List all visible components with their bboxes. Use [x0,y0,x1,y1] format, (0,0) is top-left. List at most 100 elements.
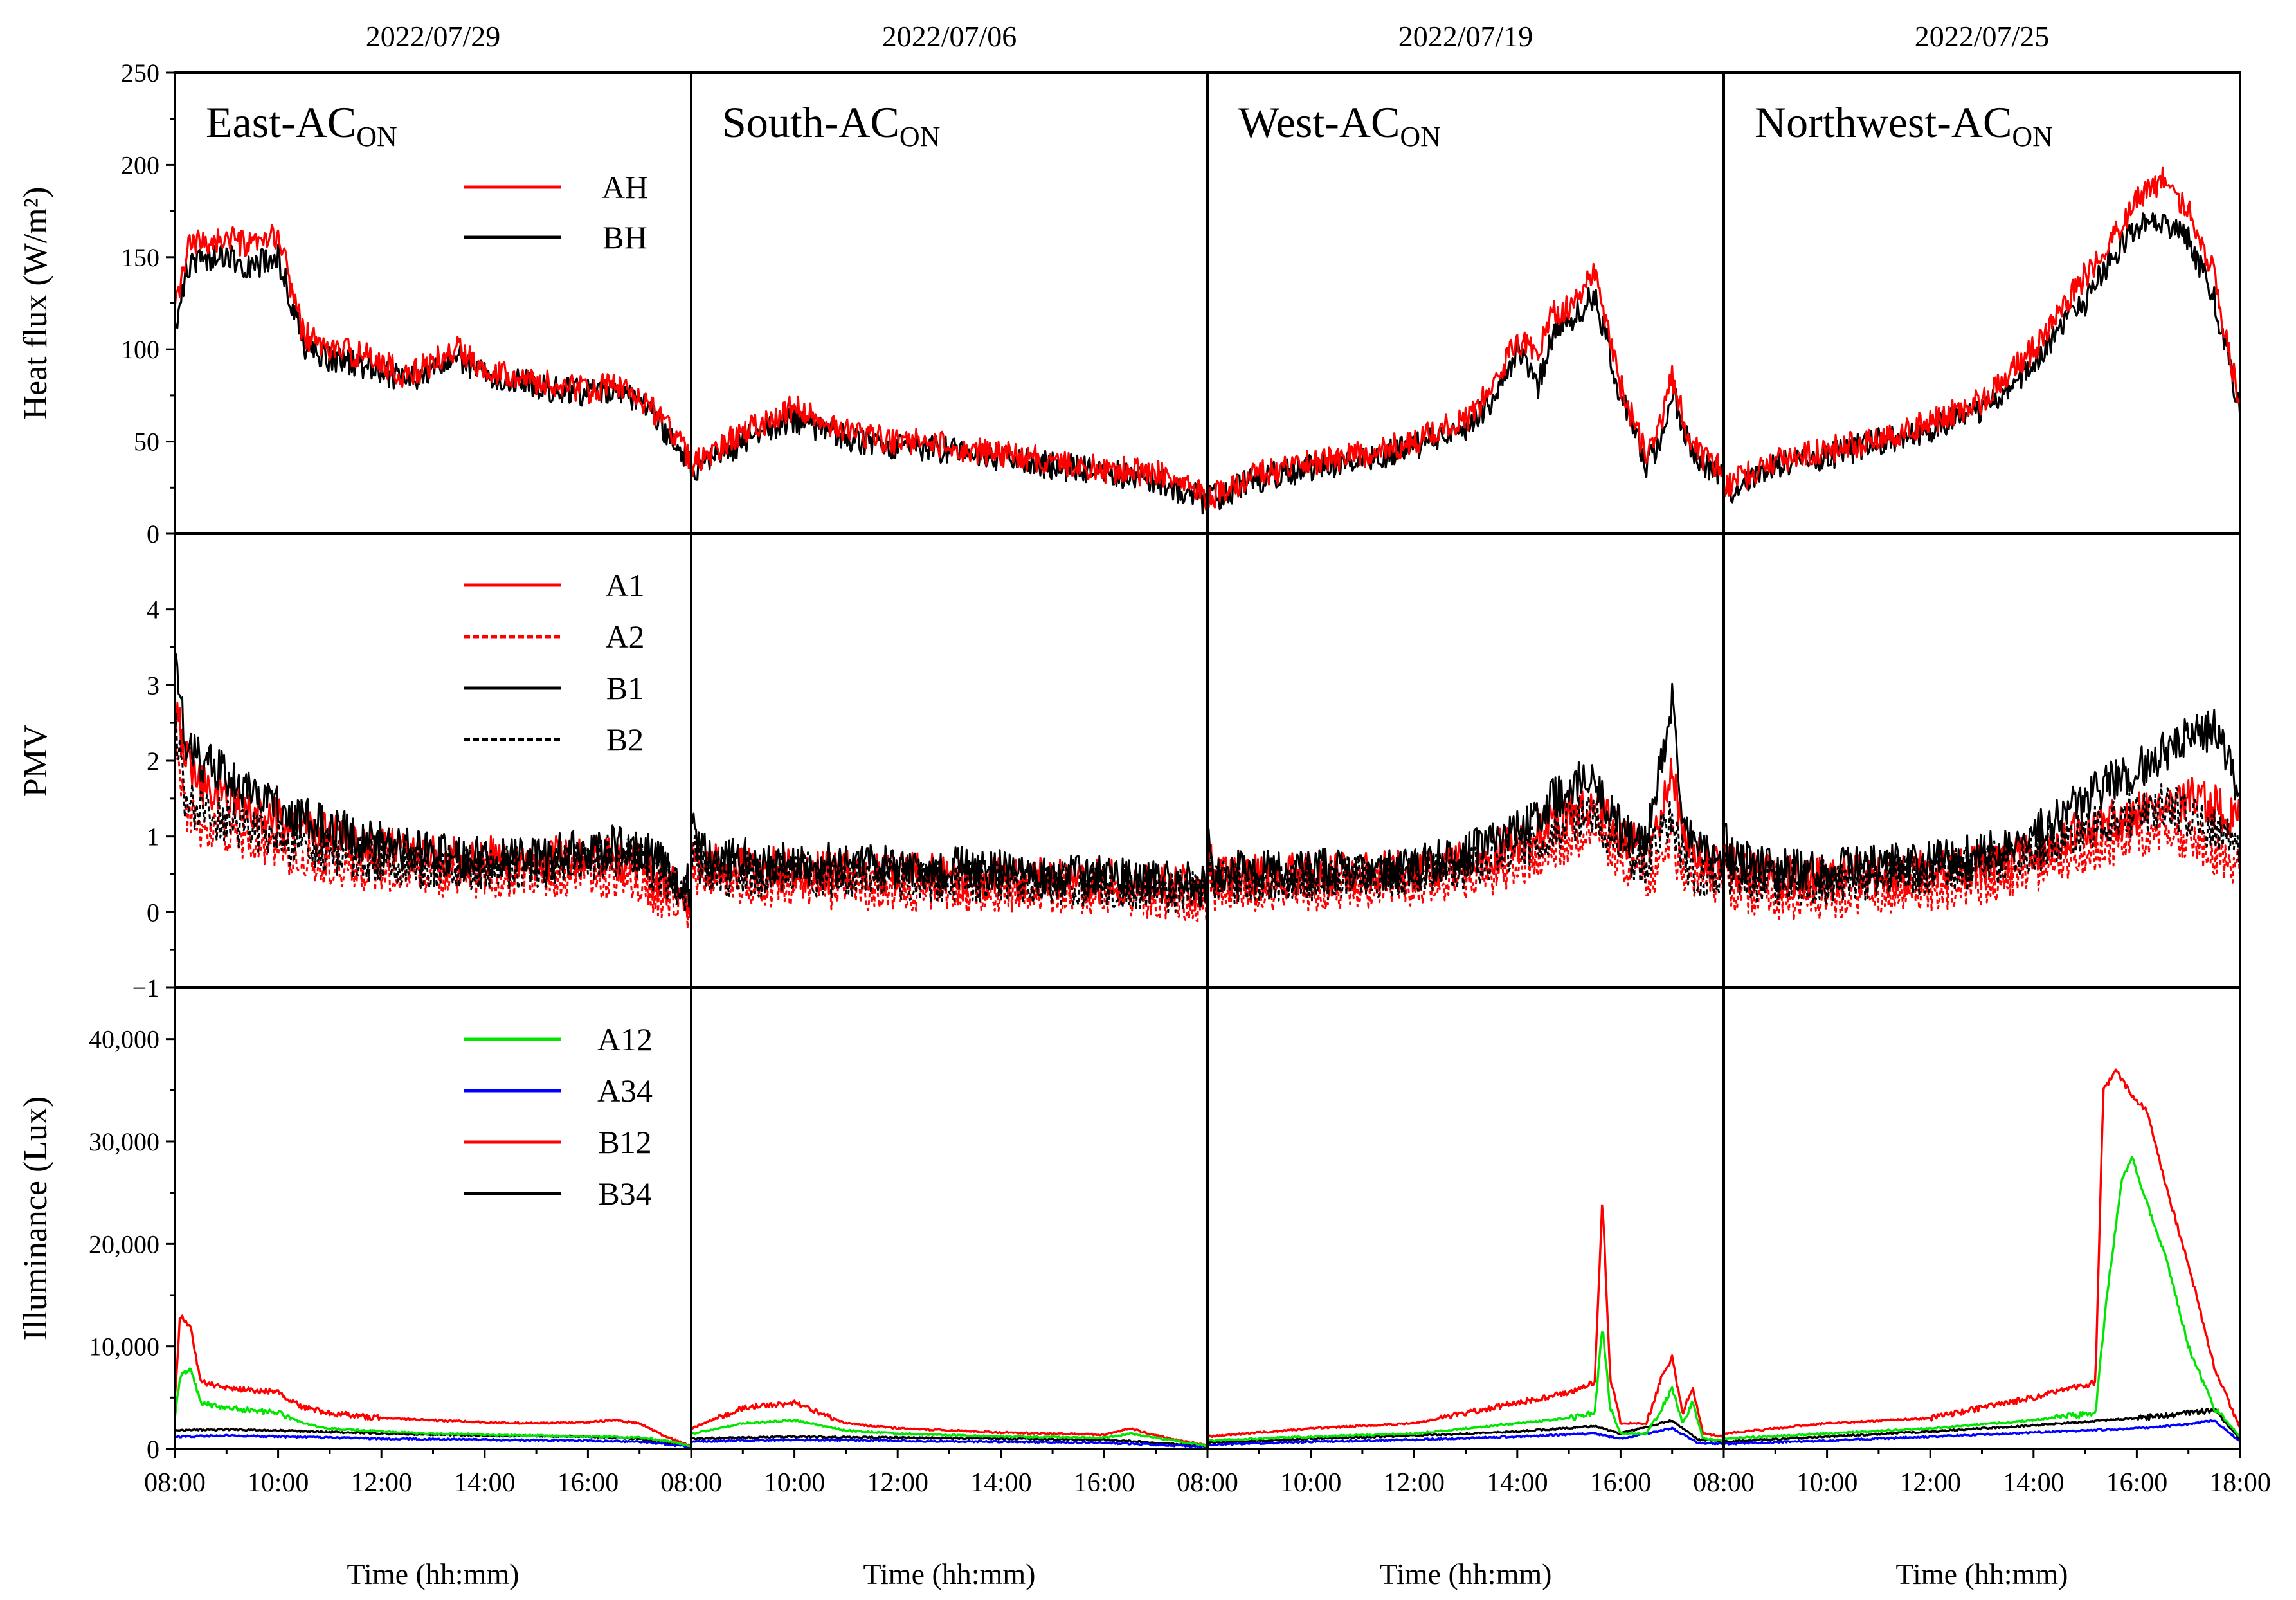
panel-frame [690,986,1209,1450]
date-header: 2022/07/19 [1398,20,1533,53]
heat-panel-2 [691,395,1207,515]
illum-series-b34 [691,1434,1207,1448]
pmv-panel-4 [1724,709,2240,920]
orientation-subscript: ON [1400,121,1441,152]
x-tick-label: 16:00 [1590,1468,1652,1498]
legend-label-ah: AH [602,169,648,205]
x-axis-label: Time (hh:mm) [1896,1558,2068,1590]
y-tick-label: −1 [132,974,159,1003]
legend-label-bh: BH [602,219,647,255]
x-tick-label: 14:00 [1487,1468,1548,1498]
illum-series-b12 [1724,1068,2240,1435]
y-tick-label: 4 [147,595,159,624]
y-tick-label: 150 [121,243,159,272]
heat-y-axis-label: Heat flux (W/m²) [17,186,54,419]
illum-series-a12 [175,1367,691,1448]
x-tick-label: 08:00 [660,1468,722,1498]
x-tick-label: 10:00 [248,1468,309,1498]
x-tick-label: 10:00 [1796,1468,1858,1498]
pmv-series-b2 [1207,797,1724,905]
illum-y-axis-label: Illuminance (Lux) [17,1096,54,1341]
orientation-name: West-AC [1238,98,1400,147]
heat-series-ah [175,223,691,469]
pmv-series-b1 [175,651,691,911]
pmv-series-b2 [691,835,1207,913]
x-tick-label: 12:00 [1383,1468,1445,1498]
date-header: 2022/07/06 [882,20,1017,53]
orientation-subscript: ON [899,121,941,152]
illum-panel-1 [175,1314,691,1448]
legend-label-b1: B1 [606,670,644,706]
panel-layer [175,166,2240,1449]
orientation-subscript: ON [356,121,397,152]
illum-series-b12 [175,1314,691,1447]
x-tick-label: 14:00 [454,1468,516,1498]
y-tick-label: 0 [147,1435,159,1464]
pmv-panel-3 [1207,682,1724,913]
y-tick-label: 0 [147,520,159,549]
illum-series-a34 [691,1437,1207,1449]
y-tick-label: 40,000 [89,1025,159,1054]
panel-frame [690,532,1209,989]
x-tick-label: 10:00 [1280,1468,1342,1498]
pmv-panel-1 [175,651,691,929]
x-tick-label: 14:00 [970,1468,1032,1498]
x-axis-label: Time (hh:mm) [863,1558,1036,1590]
y-tick-label: 3 [147,671,159,700]
legend-label-b2: B2 [606,722,644,758]
y-tick-label: 10,000 [89,1332,159,1361]
x-tick-label: 18:00 [2209,1468,2271,1498]
y-tick-label: 20,000 [89,1230,159,1259]
x-tick-label: 12:00 [867,1468,928,1498]
illum-series-a12 [1724,1156,2240,1441]
heat-series-bh [1207,287,1724,511]
legend-label-a34: A34 [597,1073,653,1109]
orientation-subscript: ON [2012,121,2053,152]
pmv-y-axis-label: PMV [17,725,54,797]
legend-label-b12: B12 [598,1124,651,1160]
legend-label-b34: B34 [598,1176,651,1212]
panel-frame [1206,532,1725,989]
x-tick-label: 10:00 [764,1468,826,1498]
illum-series-a34 [175,1433,691,1448]
date-header: 2022/07/29 [366,20,501,53]
legend-label-a1: A1 [605,567,644,603]
illum-series-a34 [1724,1419,2240,1446]
y-tick-label: 100 [121,335,159,364]
orientation-label: Northwest-ACON [1755,98,2053,152]
y-tick-label: 30,000 [89,1127,159,1156]
x-tick-label: 08:00 [144,1468,206,1498]
pmv-series-a2 [1724,806,2240,920]
orientation-label: West-ACON [1238,98,1441,152]
y-tick-label: 50 [134,428,159,457]
date-header: 2022/07/25 [1915,20,2050,53]
pmv-series-b1 [691,812,1207,908]
orientation-name: East-AC [206,98,356,147]
legend-label-a12: A12 [597,1021,653,1057]
panel-frame [1722,532,2241,989]
panel-frame [1206,986,1725,1450]
heat-panel-1 [175,223,691,482]
x-tick-label: 16:00 [1074,1468,1135,1498]
heat-series-ah [691,395,1207,511]
illum-series-b12 [691,1399,1207,1448]
heat-series-ah [1724,166,2240,498]
illum-series-a12 [691,1419,1207,1448]
illum-series-a12 [1207,1331,1724,1442]
x-tick-label: 12:00 [1899,1468,1961,1498]
pmv-series-a2 [175,745,691,929]
x-tick-label: 12:00 [350,1468,412,1498]
heat-panel-3 [1207,262,1724,511]
y-tick-label: 250 [121,59,159,87]
illum-panel-3 [1207,1204,1724,1447]
pmv-series-b2 [175,711,691,912]
y-tick-label: 1 [147,823,159,851]
illum-panel-2 [691,1399,1207,1449]
illum-panel-4 [1724,1068,2240,1446]
panel-frame [1722,986,2241,1450]
y-tick-label: 200 [121,150,159,179]
x-tick-label: 16:00 [2106,1468,2168,1498]
pmv-series-b2 [1724,783,2240,905]
x-axis-label: Time (hh:mm) [1380,1558,1552,1590]
